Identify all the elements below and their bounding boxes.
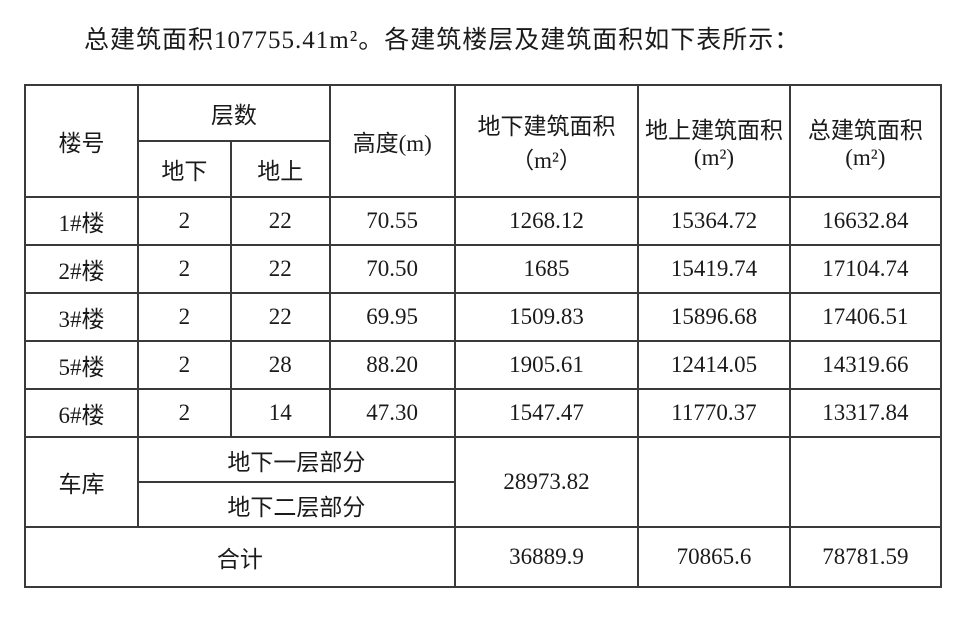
th-aboveground-area: 地上建筑面积(m²) xyxy=(638,85,789,197)
th-building-no: 楼号 xyxy=(25,85,138,197)
cell-total-total: 78781.59 xyxy=(790,527,941,587)
cell-total-ug-area: 36889.9 xyxy=(455,527,639,587)
cell-ag: 22 xyxy=(231,197,330,245)
cell-ag-area: 15364.72 xyxy=(638,197,789,245)
cell-height: 70.55 xyxy=(330,197,455,245)
cell-garage-part2: 地下二层部分 xyxy=(138,482,455,527)
total-row: 合计 36889.9 70865.6 78781.59 xyxy=(25,527,941,587)
cell-building: 6#楼 xyxy=(25,389,138,437)
cell-ag: 22 xyxy=(231,245,330,293)
cell-ug-area: 1905.61 xyxy=(455,341,639,389)
table-row: 3#楼 2 22 69.95 1509.83 15896.68 17406.51 xyxy=(25,293,941,341)
th-height: 高度(m) xyxy=(330,85,455,197)
th-aboveground: 地上 xyxy=(231,141,330,197)
cell-ug: 2 xyxy=(138,341,231,389)
cell-total-ag-area: 70865.6 xyxy=(638,527,789,587)
cell-garage-ug-area: 28973.82 xyxy=(455,437,639,527)
cell-building: 1#楼 xyxy=(25,197,138,245)
cell-building: 3#楼 xyxy=(25,293,138,341)
cell-garage-part1: 地下一层部分 xyxy=(138,437,455,482)
th-total-area: 总建筑面积(m²) xyxy=(790,85,941,197)
cell-garage-label: 车库 xyxy=(25,437,138,527)
th-underground-area: 地下建筑面积（m²） xyxy=(455,85,639,197)
title-line: 总建筑面积107755.41m²。各建筑楼层及建筑面积如下表所示： xyxy=(84,20,942,56)
cell-ag: 22 xyxy=(231,293,330,341)
cell-total: 17406.51 xyxy=(790,293,941,341)
cell-ug-area: 1268.12 xyxy=(455,197,639,245)
cell-ag-area: 11770.37 xyxy=(638,389,789,437)
cell-ug: 2 xyxy=(138,293,231,341)
th-underground: 地下 xyxy=(138,141,231,197)
table-row: 6#楼 2 14 47.30 1547.47 11770.37 13317.84 xyxy=(25,389,941,437)
cell-height: 47.30 xyxy=(330,389,455,437)
cell-building: 2#楼 xyxy=(25,245,138,293)
cell-building: 5#楼 xyxy=(25,341,138,389)
cell-ug-area: 1509.83 xyxy=(455,293,639,341)
garage-row-1: 车库 地下一层部分 28973.82 xyxy=(25,437,941,482)
cell-height: 70.50 xyxy=(330,245,455,293)
building-area-table: 楼号 层数 高度(m) 地下建筑面积（m²） 地上建筑面积(m²) 总建筑面积(… xyxy=(24,84,942,588)
cell-height: 69.95 xyxy=(330,293,455,341)
cell-ug: 2 xyxy=(138,245,231,293)
document-container: 总建筑面积107755.41m²。各建筑楼层及建筑面积如下表所示： 楼号 层数 … xyxy=(0,0,966,608)
cell-ag: 28 xyxy=(231,341,330,389)
table-row: 1#楼 2 22 70.55 1268.12 15364.72 16632.84 xyxy=(25,197,941,245)
cell-garage-total xyxy=(790,437,941,527)
cell-ug: 2 xyxy=(138,197,231,245)
table-row: 5#楼 2 28 88.20 1905.61 12414.05 14319.66 xyxy=(25,341,941,389)
table-row: 2#楼 2 22 70.50 1685 15419.74 17104.74 xyxy=(25,245,941,293)
cell-total: 13317.84 xyxy=(790,389,941,437)
header-row-1: 楼号 层数 高度(m) 地下建筑面积（m²） 地上建筑面积(m²) 总建筑面积(… xyxy=(25,85,941,141)
cell-height: 88.20 xyxy=(330,341,455,389)
cell-ug: 2 xyxy=(138,389,231,437)
cell-total: 17104.74 xyxy=(790,245,941,293)
th-floors: 层数 xyxy=(138,85,330,141)
cell-garage-ag-area xyxy=(638,437,789,527)
cell-ug-area: 1547.47 xyxy=(455,389,639,437)
cell-ag: 14 xyxy=(231,389,330,437)
cell-total-label: 合计 xyxy=(25,527,455,587)
cell-ag-area: 15896.68 xyxy=(638,293,789,341)
cell-total: 16632.84 xyxy=(790,197,941,245)
cell-ag-area: 12414.05 xyxy=(638,341,789,389)
cell-ag-area: 15419.74 xyxy=(638,245,789,293)
cell-ug-area: 1685 xyxy=(455,245,639,293)
cell-total: 14319.66 xyxy=(790,341,941,389)
